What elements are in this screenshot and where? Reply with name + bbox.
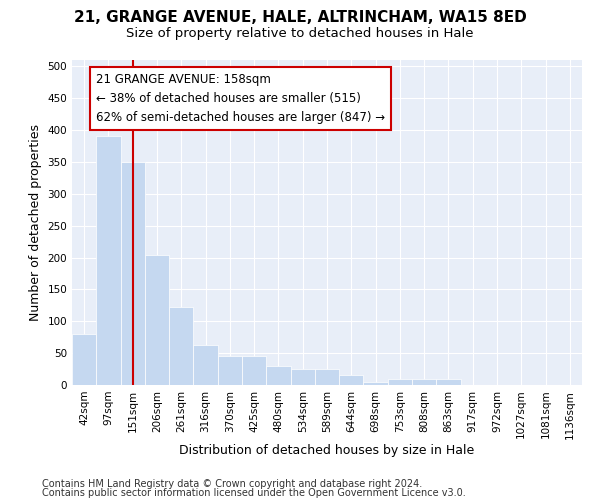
X-axis label: Distribution of detached houses by size in Hale: Distribution of detached houses by size … <box>179 444 475 457</box>
Bar <box>290 369 315 385</box>
Bar <box>121 162 145 385</box>
Bar <box>169 306 193 385</box>
Bar <box>72 334 96 385</box>
Bar <box>96 136 121 385</box>
Text: 21 GRANGE AVENUE: 158sqm
← 38% of detached houses are smaller (515)
62% of semi-: 21 GRANGE AVENUE: 158sqm ← 38% of detach… <box>96 72 385 124</box>
Bar <box>364 382 388 385</box>
Bar <box>339 376 364 385</box>
Bar <box>315 369 339 385</box>
Text: 21, GRANGE AVENUE, HALE, ALTRINCHAM, WA15 8ED: 21, GRANGE AVENUE, HALE, ALTRINCHAM, WA1… <box>74 10 526 25</box>
Bar <box>412 378 436 385</box>
Bar <box>436 378 461 385</box>
Text: Contains public sector information licensed under the Open Government Licence v3: Contains public sector information licen… <box>42 488 466 498</box>
Bar <box>388 378 412 385</box>
Y-axis label: Number of detached properties: Number of detached properties <box>29 124 42 321</box>
Bar <box>193 345 218 385</box>
Bar <box>266 366 290 385</box>
Bar <box>145 255 169 385</box>
Text: Contains HM Land Registry data © Crown copyright and database right 2024.: Contains HM Land Registry data © Crown c… <box>42 479 422 489</box>
Text: Size of property relative to detached houses in Hale: Size of property relative to detached ho… <box>126 28 474 40</box>
Bar <box>242 356 266 385</box>
Bar <box>218 356 242 385</box>
